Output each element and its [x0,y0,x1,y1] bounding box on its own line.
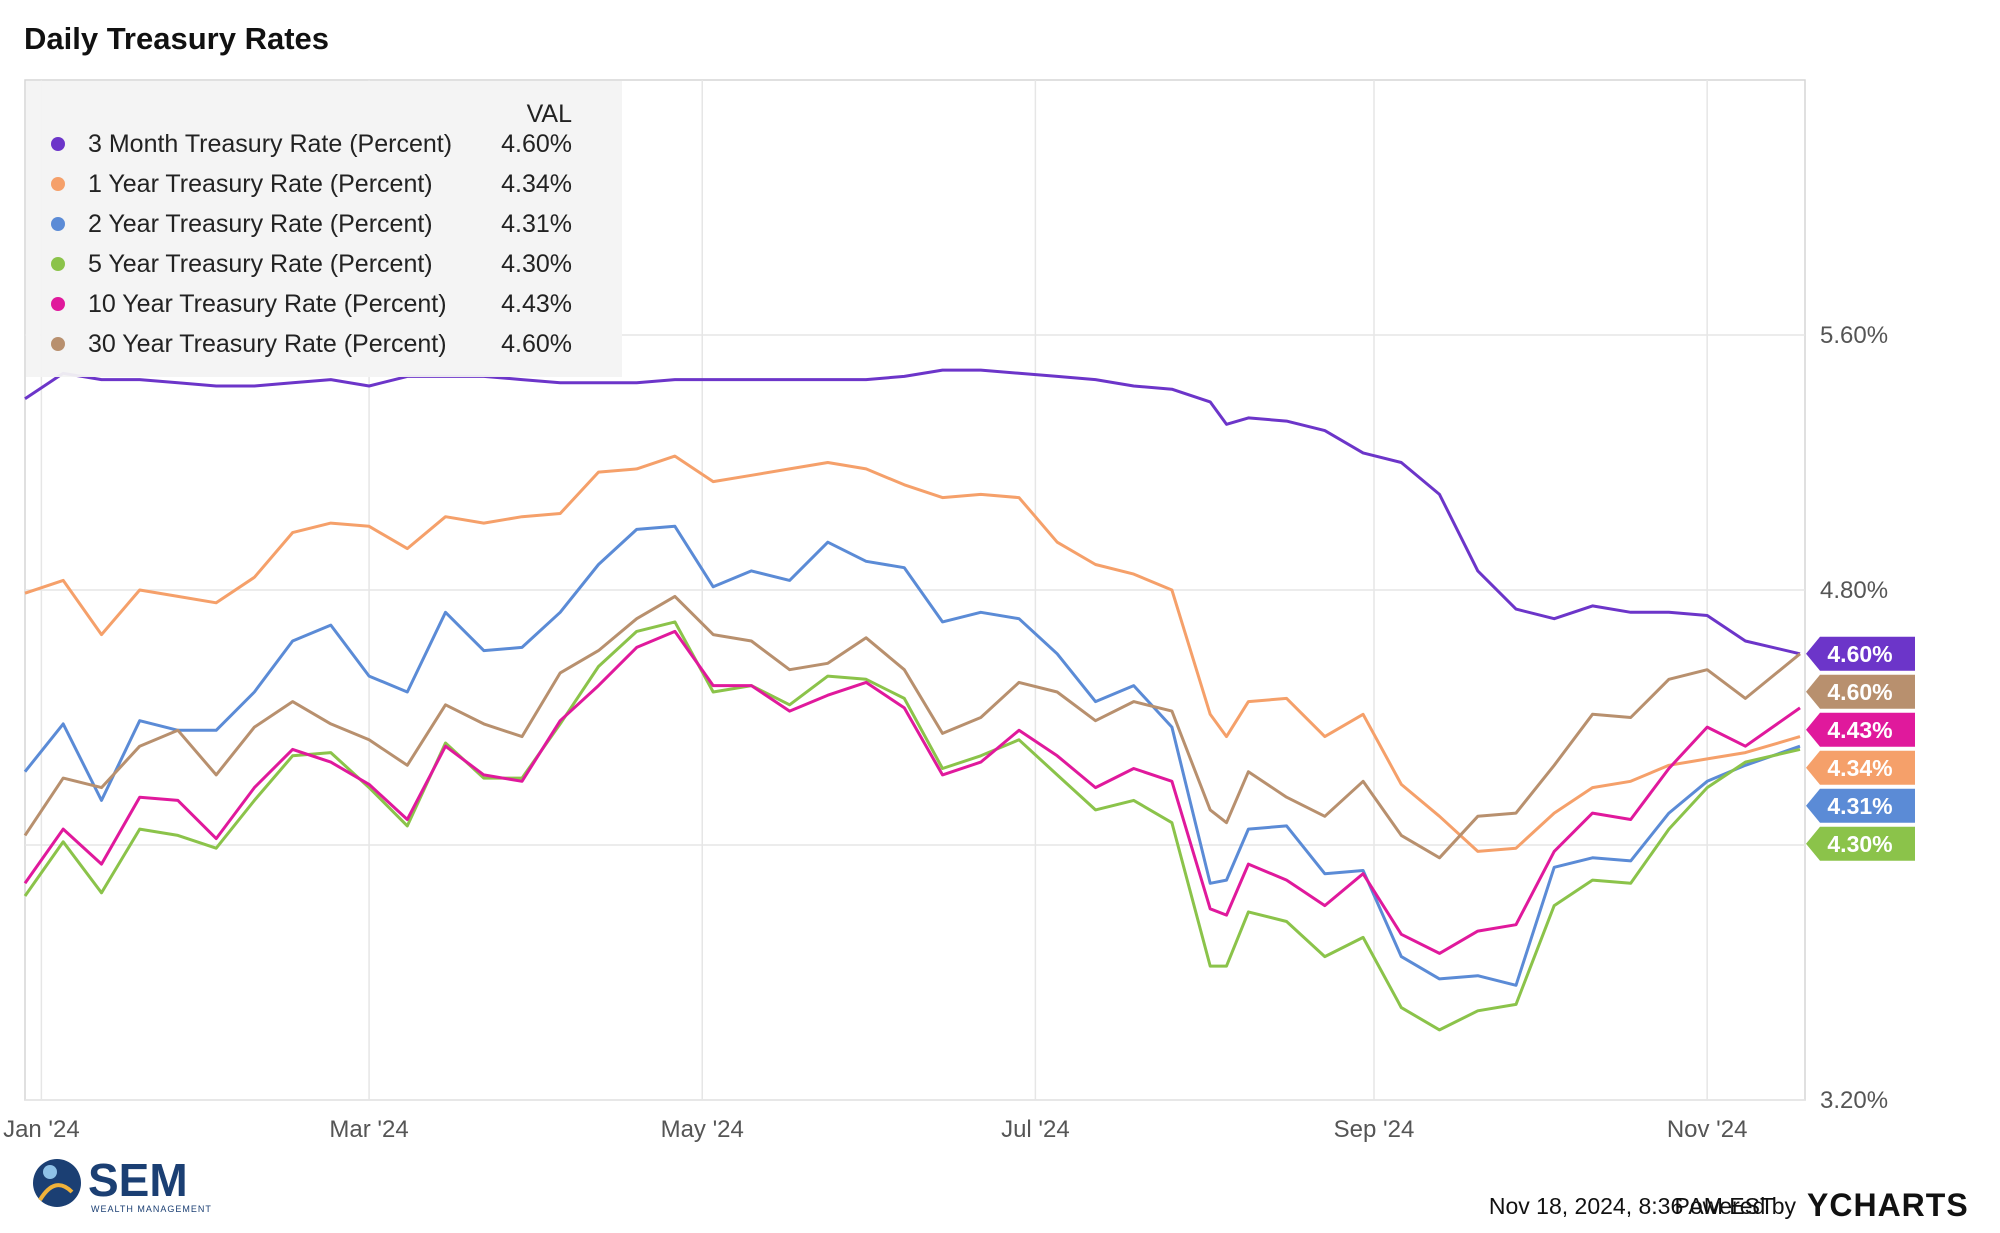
legend-label: 3 Month Treasury Rate (Percent) [88,130,452,158]
y-tick-label: 5.60% [1820,322,1888,349]
legend-marker [51,297,65,311]
y-tick-label: 3.20% [1820,1087,1888,1114]
series-line-4 [23,629,1801,955]
end-value-tag-label: 4.43% [1827,717,1892,743]
legend-value: 4.60% [501,130,572,158]
x-tick-label: Jul '24 [1001,1116,1070,1143]
legend-label: 2 Year Treasury Rate (Percent) [88,210,433,238]
legend-marker [51,177,65,191]
sem-logo-subtext: WEALTH MANAGEMENT [91,1204,212,1214]
series-line-5 [23,594,1801,860]
legend-label: 10 Year Treasury Rate (Percent) [88,290,447,318]
series-lines [23,368,1801,1032]
series-line-3 [23,620,1801,1032]
end-value-tag-label: 4.60% [1827,679,1892,705]
legend-value: 4.43% [501,290,572,318]
series-line-0 [24,368,1801,656]
y-tick-label: 4.80% [1820,577,1888,604]
end-value-tag-bg [1806,636,1915,671]
chart-title: Daily Treasury Rates [24,21,329,56]
ycharts-logo: YCHARTS [1807,1187,1969,1223]
y-axis-ticks: 3.20% 4.80% 5.60% [1820,322,1888,1114]
legend-label: 5 Year Treasury Rate (Percent) [88,250,433,278]
end-value-tag-label: 4.30% [1827,831,1892,857]
sem-logo: SEM WEALTH MANAGEMENT [33,1154,212,1214]
end-value-tag: 4.60% [1806,636,1915,671]
end-value-tag: 4.30% [1806,826,1915,861]
end-value-tag-bg [1806,788,1915,823]
end-value-tag: 4.60% [1806,674,1915,709]
legend-marker [51,217,65,231]
x-tick-label: Mar '24 [329,1116,408,1143]
end-value-tag-bg [1806,674,1915,709]
legend-label: 1 Year Treasury Rate (Percent) [88,170,433,198]
footer-timestamp: Nov 18, 2024, 8:36 AM EST [1489,1193,1774,1219]
legend-value: 4.31% [501,210,572,238]
legend-label: 30 Year Treasury Rate (Percent) [88,330,447,358]
legend-value: 4.30% [501,250,572,278]
end-value-tag: 4.34% [1806,750,1915,785]
end-value-tag-bg [1806,712,1915,747]
end-value-tag-bg [1806,826,1915,861]
end-value-tag: 4.31% [1806,788,1915,823]
legend-value-header: VAL [527,100,572,128]
sem-logo-text: SEM [88,1154,188,1206]
legend-value: 4.60% [501,330,572,358]
series-line-1 [24,454,1801,853]
series-line-2 [23,524,1801,987]
legend-box [26,81,622,377]
end-value-tag: 4.43% [1806,712,1915,747]
end-value-tags: 4.60% 4.60% 4.43% 4.34% 4.31% 4.30% [1806,636,1915,861]
legend-value: 4.34% [501,170,572,198]
grid [25,80,1805,1101]
x-tick-label: Sep '24 [1334,1116,1415,1143]
end-value-tag-label: 4.31% [1827,793,1892,819]
end-value-tag-bg [1806,750,1915,785]
x-tick-label: May '24 [661,1116,744,1143]
end-value-tag-label: 4.60% [1827,641,1892,667]
x-axis-ticks: Jan '24 Mar '24 May '24 Jul '24 Sep '24 Nov '… [3,1116,1747,1143]
x-tick-label: Jan '24 [3,1116,80,1143]
footer-powered-by: Powered by [1675,1193,1797,1219]
legend-marker [51,257,65,271]
sem-logo-swoosh-icon [38,1183,74,1202]
legend: 3 Month Treasury Rate (Percent) 4.60% 1 Ye… [51,130,572,358]
legend-marker [51,337,65,351]
legend-marker [51,137,65,151]
end-value-tag-label: 4.34% [1827,755,1892,781]
sem-logo-figure-icon [43,1165,57,1179]
x-tick-label: Nov '24 [1667,1116,1748,1143]
